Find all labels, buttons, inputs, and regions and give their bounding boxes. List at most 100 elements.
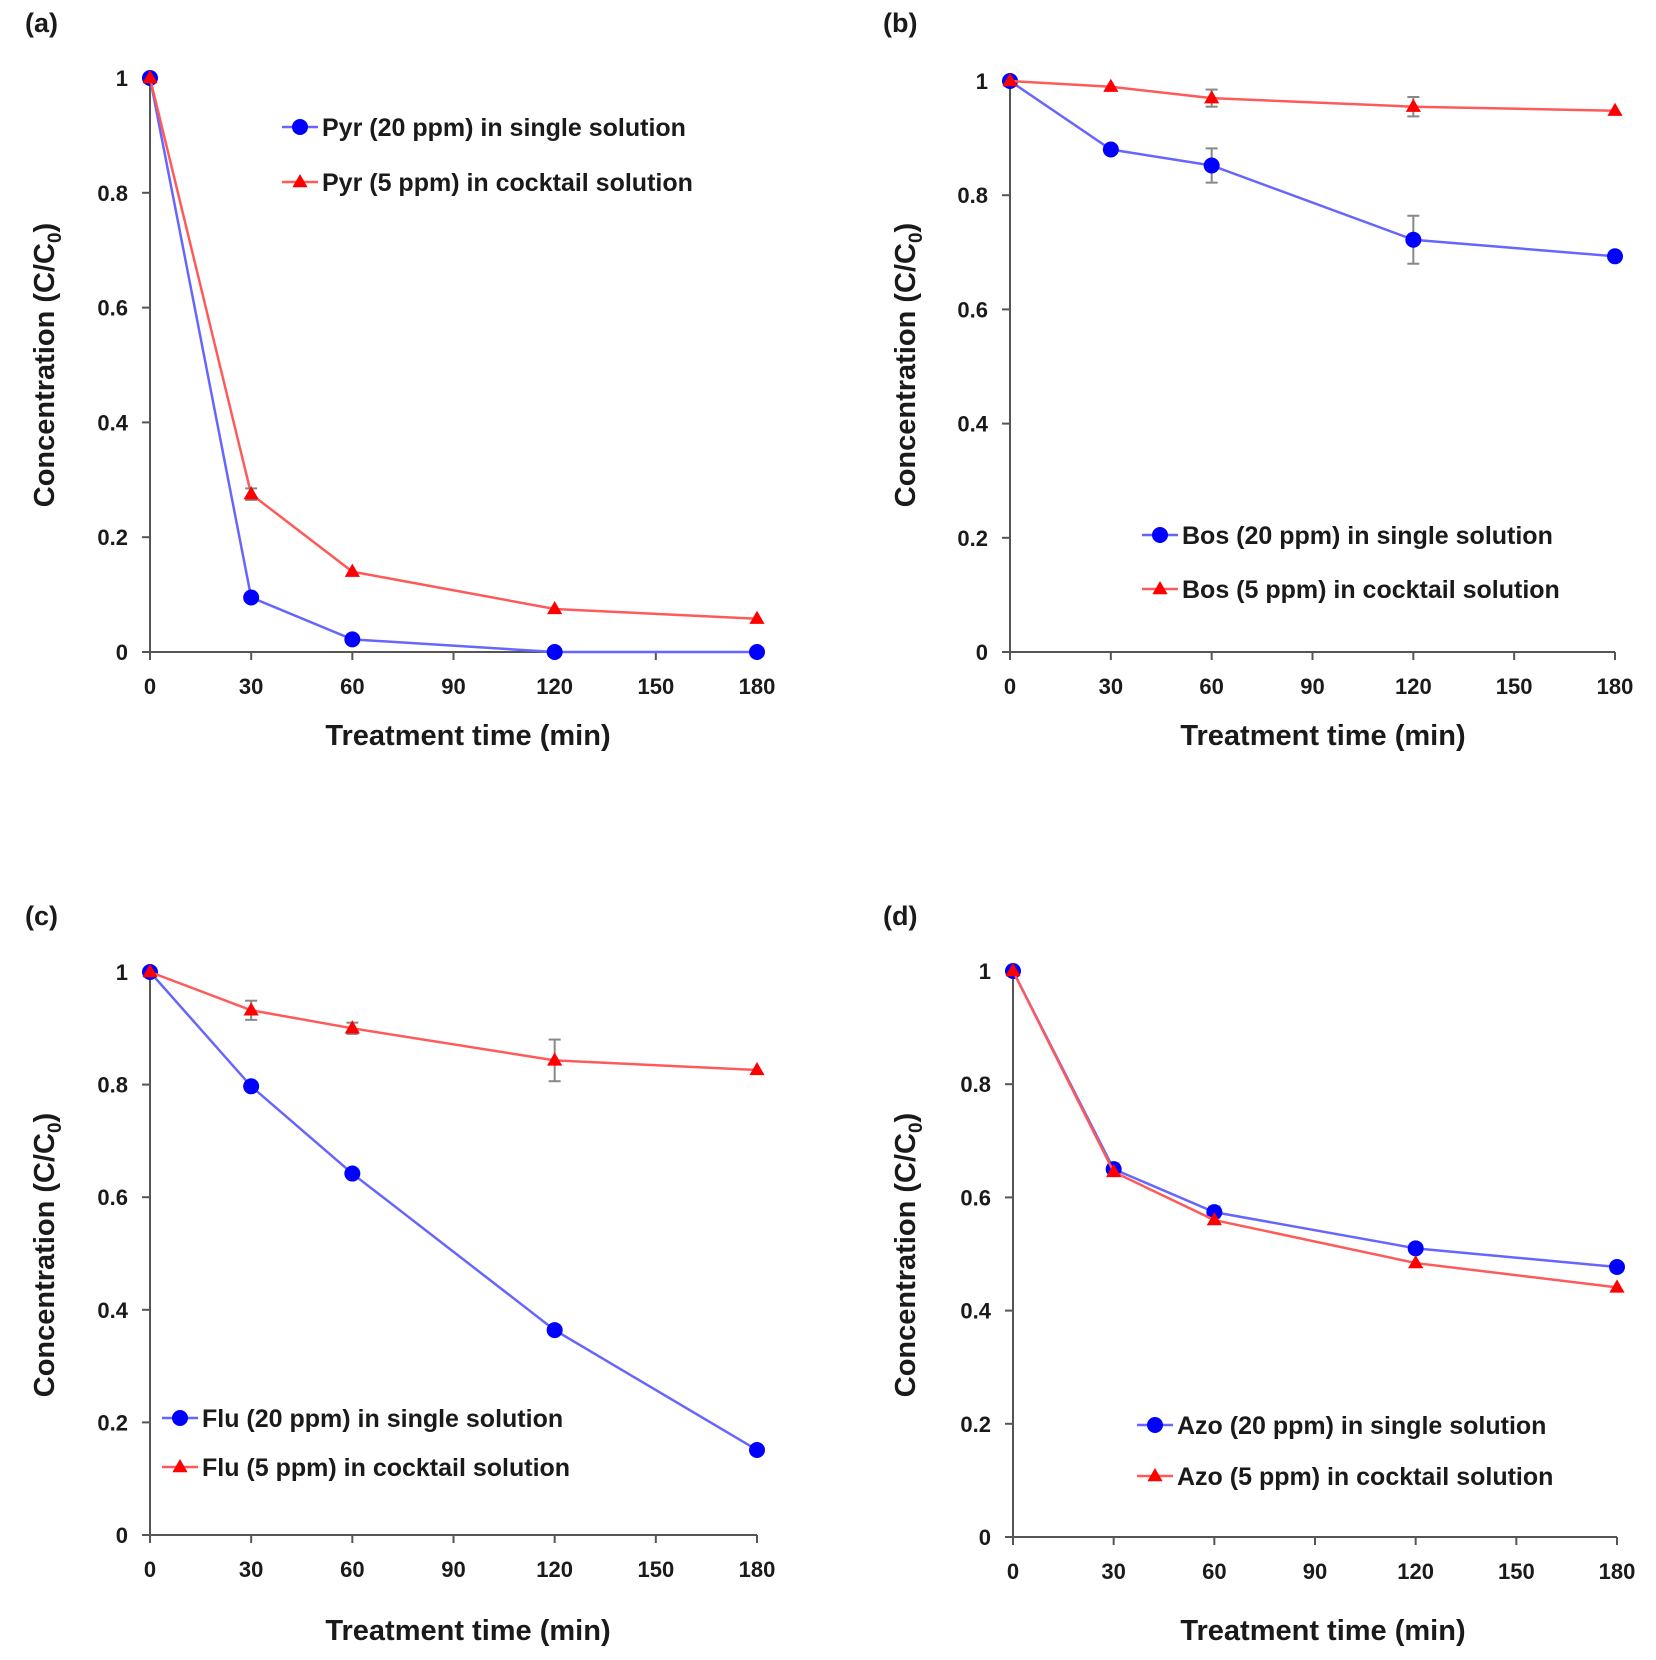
legend-marker [172, 1459, 188, 1473]
data-point [142, 964, 158, 978]
panel-d: (d) 0 0.2 0.4 0.6 0.8 1 0 30 60 90 120 150 180 Treatme… [883, 901, 1635, 1647]
x-tick-label: 120 [1395, 674, 1432, 699]
legend-label: Azo (20 ppm) in single solution [1177, 1412, 1546, 1440]
legend-label: Pyr (20 ppm) in single solution [322, 114, 686, 142]
x-tick-label: 180 [739, 1557, 776, 1582]
data-point [1206, 1212, 1222, 1226]
x-tick-label: 0 [144, 674, 156, 699]
y-tick-label: 0.6 [97, 296, 128, 321]
x-tick-label: 180 [739, 674, 776, 699]
x-tick-label: 60 [340, 674, 364, 699]
x-axis-title: Treatment time (min) [325, 720, 610, 752]
x-tick-label: 150 [1498, 1559, 1535, 1584]
x-tick-label: 60 [340, 1557, 364, 1582]
x-tick-label: 150 [637, 1557, 674, 1582]
x-tick-label: 30 [1101, 1559, 1125, 1584]
data-point [243, 1002, 259, 1016]
data-point [547, 600, 563, 615]
x-tick-label: 60 [1199, 674, 1223, 699]
legend-marker [292, 119, 308, 135]
x-tick-label: 90 [441, 674, 465, 699]
legend-marker [1147, 1417, 1163, 1433]
legend-label: Bos (5 ppm) in cocktail solution [1182, 576, 1560, 604]
data-point [1405, 231, 1422, 248]
y-tick-label: 0.8 [960, 1072, 991, 1097]
data-point [749, 1061, 765, 1076]
x-tick-label: 0 [1004, 674, 1016, 699]
y-tick-label: 0.8 [97, 1073, 128, 1098]
data-point [749, 1441, 765, 1458]
y-tick-label: 0.2 [97, 525, 128, 550]
data-point [1103, 78, 1119, 92]
data-point [1203, 157, 1220, 174]
x-tick-label: 30 [239, 674, 263, 699]
y-tick-label: 0.6 [957, 297, 988, 322]
panel-label: (c) [25, 901, 58, 931]
y-tick-label: 0 [116, 1523, 128, 1548]
y-tick-label: 1 [116, 960, 128, 985]
series-cocktail [142, 70, 765, 624]
data-point [1405, 98, 1421, 112]
data-point [344, 1020, 360, 1034]
x-tick-label: 120 [536, 1557, 573, 1582]
data-point [243, 1078, 260, 1095]
x-tick-label: 150 [1496, 674, 1533, 699]
x-tick-label: 180 [1597, 674, 1634, 699]
series-cocktail [1005, 963, 1625, 1293]
x-tick-label: 30 [239, 1557, 263, 1582]
legend-marker [1152, 581, 1168, 595]
panel-label: (d) [883, 901, 917, 931]
y-tick-label: 0.4 [960, 1299, 991, 1324]
legend-marker [1147, 1468, 1163, 1482]
panel-label: (a) [25, 8, 58, 38]
y-tick-label: 0.8 [957, 183, 988, 208]
panel-label: (b) [883, 8, 917, 38]
x-axis-title: Treatment time (min) [1180, 1615, 1465, 1647]
x-tick-label: 120 [536, 674, 573, 699]
x-tick-label: 150 [637, 674, 674, 699]
data-point [1102, 141, 1119, 158]
legend-marker [1152, 527, 1168, 543]
y-tick-label: 0.4 [97, 410, 128, 435]
y-tick-label: 0 [976, 640, 988, 665]
y-tick-label: 0.4 [957, 412, 988, 437]
x-tick-label: 90 [1300, 674, 1324, 699]
data-point [1609, 1279, 1625, 1293]
data-point [749, 610, 765, 624]
legend-marker [292, 174, 308, 188]
data-point [344, 563, 360, 577]
data-point [243, 486, 259, 500]
legend-label: Pyr (5 ppm) in cocktail solution [322, 169, 693, 197]
data-point [1408, 1255, 1424, 1269]
y-tick-label: 0 [116, 640, 128, 665]
data-point [142, 70, 158, 84]
data-point [243, 589, 260, 606]
legend-label: Azo (5 ppm) in cocktail solution [1177, 1463, 1553, 1491]
x-axis-title: Treatment time (min) [325, 1615, 610, 1647]
legend-marker [172, 1410, 188, 1426]
x-tick-label: 30 [1099, 674, 1123, 699]
y-tick-label: 0 [979, 1525, 991, 1550]
x-tick-label: 0 [1007, 1559, 1019, 1584]
y-tick-label: 1 [979, 959, 991, 984]
data-point [1407, 1240, 1424, 1257]
x-tick-label: 0 [144, 1557, 156, 1582]
series-cocktail [142, 964, 765, 1083]
data-point [1106, 1163, 1122, 1178]
data-point [1609, 1259, 1625, 1276]
y-tick-label: 0.2 [97, 1410, 128, 1435]
y-axis-title: Concentration (C/C0) [890, 1113, 927, 1397]
data-point [749, 644, 765, 660]
x-axis-title: Treatment time (min) [1180, 720, 1465, 752]
y-tick-label: 0.6 [960, 1185, 991, 1210]
panel-b: (b) 0 0.2 0.4 0.6 0.8 1 0 30 60 90 120 150 180 Treatme… [883, 8, 1633, 752]
y-tick-label: 0.8 [97, 181, 128, 206]
y-tick-label: 0.2 [957, 526, 988, 551]
data-point [1607, 102, 1623, 116]
data-point [344, 1165, 361, 1182]
x-tick-label: 180 [1599, 1559, 1636, 1584]
y-tick-label: 1 [976, 69, 988, 94]
data-point [547, 1052, 563, 1066]
